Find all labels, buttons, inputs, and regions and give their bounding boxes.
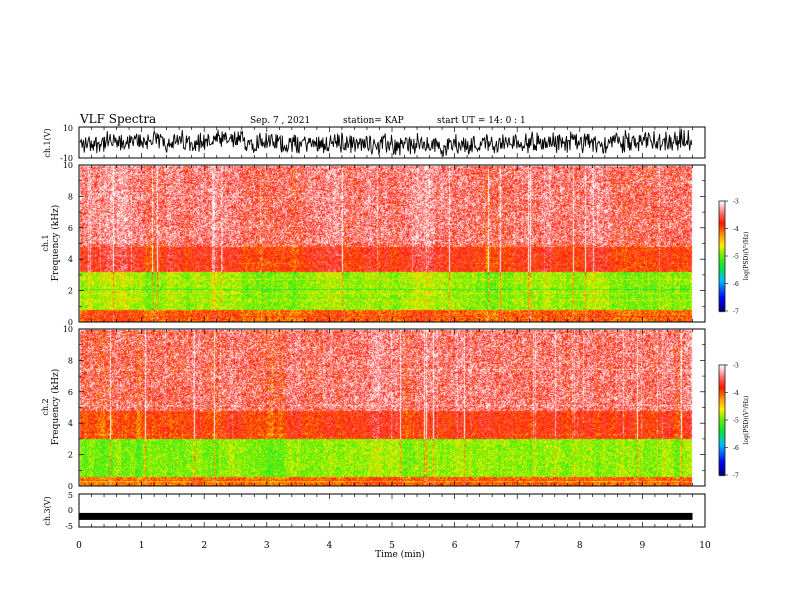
ch2-spec-yticks: 0 2 4 6 8 10 (63, 325, 705, 491)
colorbar-tick-label: -5 (733, 418, 739, 425)
x-tick-label: 7 (514, 541, 520, 551)
ch2-spec-frame (78, 328, 706, 487)
date-label: Sep. 7 , 2021 (250, 116, 310, 126)
ch1-ytick-top: 10 (63, 124, 73, 133)
ch1-spec-yticks: 0 2 4 6 8 10 (63, 161, 705, 327)
freq-tick-label: 6 (68, 388, 73, 397)
ch1-ylabel: ch.1(V) (43, 128, 52, 157)
ch1-spectrogram-panel: 0 2 4 6 8 10 ch.1 Frequency (kHz) (41, 161, 706, 327)
x-tick-label: 2 (201, 541, 207, 551)
x-tick-label: 10 (699, 541, 711, 551)
ch1-panel: 10 -10 ch.1(V) (43, 124, 706, 163)
freq-tick-label: 8 (68, 192, 73, 201)
freq-tick-label: 2 (68, 451, 73, 460)
ch1-colorbar: -3 -4 -5 -6 -7 log(PSD)(V²/Hz) (718, 199, 750, 316)
freq-tick-label: 10 (63, 325, 73, 334)
colorbar-tick-label: -5 (733, 254, 739, 261)
x-tick-label: 9 (640, 541, 646, 551)
colorbar-tick-label: -7 (733, 309, 739, 316)
ch2-spec-ylabel-freq: Frequency (kHz) (50, 369, 61, 446)
x-axis-label: Time (min) (375, 549, 425, 560)
ch1-colorbar-label: log(PSD)(V²/Hz) (743, 232, 750, 281)
ch3-panel: 5 0 -5 ch.3(V) (43, 491, 706, 531)
ch1-colorbar-frame (718, 200, 726, 312)
ch1-colorbar-ticks: -3 -4 -5 -6 -7 (725, 199, 739, 316)
x-axis-ticks (78, 127, 706, 527)
ch1-spec-ylabel-freq: Frequency (kHz) (50, 205, 61, 282)
ch2-colorbar-ticks: -3 -4 -5 -6 -7 (725, 363, 739, 480)
freq-tick-label: 6 (68, 224, 73, 233)
ch1-spec-frame (78, 164, 706, 323)
ch2-colorbar-frame (718, 364, 726, 476)
freq-tick-label: 0 (68, 482, 73, 491)
x-tick-label: 6 (452, 541, 458, 551)
ch2-colorbar: -3 -4 -5 -6 -7 log(PSD)(V²/Hz) (718, 363, 750, 480)
freq-tick-label: 10 (63, 161, 73, 170)
ch1-spec-ylabel-channel: ch.1 (41, 234, 50, 251)
ch2-colorbar-label: log(PSD)(V²/Hz) (743, 396, 750, 445)
colorbar-tick-label: -3 (733, 363, 739, 370)
x-tick-label: 5 (389, 541, 395, 551)
ch3-ytick-mid: 0 (68, 506, 73, 515)
colorbar-tick-label: -6 (733, 445, 739, 452)
x-axis-tick-labels: 0 1 2 3 4 5 6 7 8 9 10 (76, 541, 711, 551)
x-tick-label: 1 (139, 541, 145, 551)
ch3-trace (79, 512, 693, 520)
ch2-spec-ylabel-channel: ch.2 (41, 398, 50, 415)
ch3-ylabel: ch.3(V) (43, 496, 52, 525)
freq-tick-label: 0 (68, 318, 73, 327)
x-tick-label: 8 (577, 541, 583, 551)
colorbar-tick-label: -7 (733, 473, 739, 480)
freq-tick-label: 2 (68, 287, 73, 296)
x-tick-label: 3 (264, 541, 270, 551)
colorbar-tick-label: -4 (733, 226, 739, 233)
colorbar-tick-label: -4 (733, 390, 739, 397)
freq-tick-label: 8 (68, 356, 73, 365)
freq-tick-label: 4 (68, 419, 73, 428)
ch1-trace (79, 128, 693, 157)
ch2-spectrogram-panel: 0 2 4 6 8 10 ch.2 Frequency (kHz) (41, 325, 706, 491)
freq-tick-label: 4 (68, 255, 73, 264)
start-time-label: start UT = 14: 0 : 1 (437, 116, 526, 126)
colorbar-tick-label: -3 (733, 199, 739, 206)
station-label: station= KAP (343, 116, 404, 126)
ch3-ytick-bottom: -5 (65, 522, 73, 531)
colorbar-tick-label: -6 (733, 281, 739, 288)
ch3-ytick-top: 5 (68, 491, 73, 500)
figure-title: VLF Spectra (79, 112, 156, 126)
ch1-ytick-bottom: -10 (60, 154, 73, 163)
x-tick-label: 4 (327, 541, 333, 551)
x-tick-label: 0 (76, 541, 82, 551)
